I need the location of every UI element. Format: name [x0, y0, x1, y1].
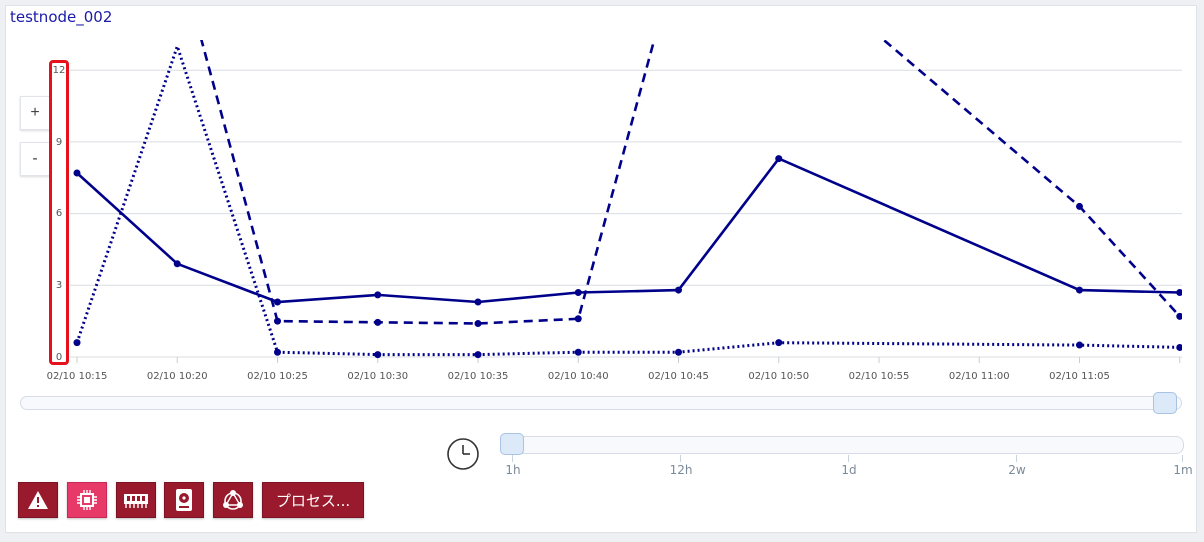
time-range-slider[interactable] — [502, 436, 1184, 454]
series-line-dashed — [200, 40, 1181, 325]
process-button-label: プロセス... — [275, 491, 351, 510]
x-tick-label: 02/10 10:30 — [347, 371, 409, 382]
x-tick-label: 02/10 10:20 — [146, 371, 208, 382]
series-line-solid — [76, 156, 1180, 304]
data-point[interactable] — [675, 348, 682, 356]
data-point[interactable] — [274, 348, 281, 356]
cpu-icon — [77, 490, 97, 510]
x-tick-label: 02/10 10:40 — [547, 371, 609, 382]
data-point[interactable] — [1076, 202, 1083, 210]
data-point[interactable] — [574, 288, 582, 296]
x-tick-label: 02/10 10:50 — [748, 371, 810, 382]
node-title: testnode_002 — [10, 8, 113, 26]
data-point[interactable] — [374, 351, 382, 359]
data-point[interactable] — [1076, 286, 1083, 294]
memory-button[interactable] — [116, 482, 156, 518]
data-point[interactable] — [374, 318, 382, 326]
data-point[interactable] — [675, 286, 682, 294]
scrollbar-handle[interactable] — [1153, 392, 1177, 414]
data-point[interactable] — [1176, 288, 1183, 296]
data-point[interactable] — [775, 339, 783, 347]
process-button[interactable]: プロセス... — [262, 482, 364, 518]
data-point[interactable] — [775, 155, 783, 163]
data-point[interactable] — [574, 315, 582, 323]
x-tick-label: 02/10 10:55 — [848, 371, 910, 382]
x-tick-label: 02/10 10:45 — [648, 371, 709, 382]
data-point[interactable] — [374, 291, 382, 299]
memory-icon — [124, 494, 148, 508]
time-range-handle[interactable] — [500, 433, 524, 455]
cpu-button[interactable] — [67, 482, 107, 518]
disk-icon — [176, 489, 192, 511]
range-tick — [1016, 455, 1017, 462]
series-line-dotted — [75, 41, 1180, 357]
y-tick-label: 0 — [55, 352, 63, 363]
data-point[interactable] — [474, 351, 482, 359]
range-tick — [848, 455, 849, 462]
range-tick — [1182, 455, 1183, 462]
zoom-out-button[interactable]: - — [20, 142, 50, 176]
network-icon — [223, 490, 243, 510]
range-label-1h[interactable]: 1h — [505, 463, 521, 477]
alert-button[interactable] — [18, 482, 58, 518]
range-label-1m[interactable]: 1m — [1173, 463, 1193, 477]
y-tick-label: 6 — [55, 208, 63, 219]
range-label-12h[interactable]: 12h — [669, 463, 693, 477]
disk-button[interactable] — [164, 482, 204, 518]
data-point[interactable] — [474, 320, 482, 328]
network-button[interactable] — [213, 482, 253, 518]
data-point[interactable] — [474, 298, 482, 306]
data-point[interactable] — [1076, 341, 1083, 349]
zoom-in-button[interactable]: + — [20, 96, 50, 130]
range-tick — [512, 455, 513, 462]
data-point[interactable] — [73, 169, 81, 177]
y-tick-label: 3 — [55, 280, 63, 291]
data-point[interactable] — [274, 298, 281, 306]
y-tick-label: 12 — [52, 65, 66, 76]
range-label-1d[interactable]: 1d — [841, 463, 857, 477]
data-point[interactable] — [574, 348, 582, 356]
x-tick-label: 02/10 10:35 — [447, 371, 509, 382]
data-point[interactable] — [274, 317, 281, 325]
x-tick-label: 02/10 10:25 — [247, 371, 308, 382]
data-point[interactable] — [1176, 312, 1183, 320]
range-label-2w[interactable]: 2w — [1008, 463, 1026, 477]
y-axis-highlight-box — [49, 60, 69, 365]
x-tick-label: 02/10 10:15 — [46, 371, 108, 382]
range-tick — [680, 455, 681, 462]
data-point[interactable] — [173, 260, 181, 268]
x-tick-label: 02/10 11:00 — [948, 371, 1010, 382]
clock-icon — [447, 438, 479, 470]
alert-icon — [28, 491, 48, 509]
data-point[interactable] — [1176, 343, 1183, 351]
data-point[interactable] — [73, 339, 81, 347]
horizontal-scrollbar[interactable] — [20, 396, 1182, 410]
x-tick-label: 02/10 11:05 — [1049, 371, 1110, 382]
y-tick-label: 9 — [55, 137, 63, 148]
